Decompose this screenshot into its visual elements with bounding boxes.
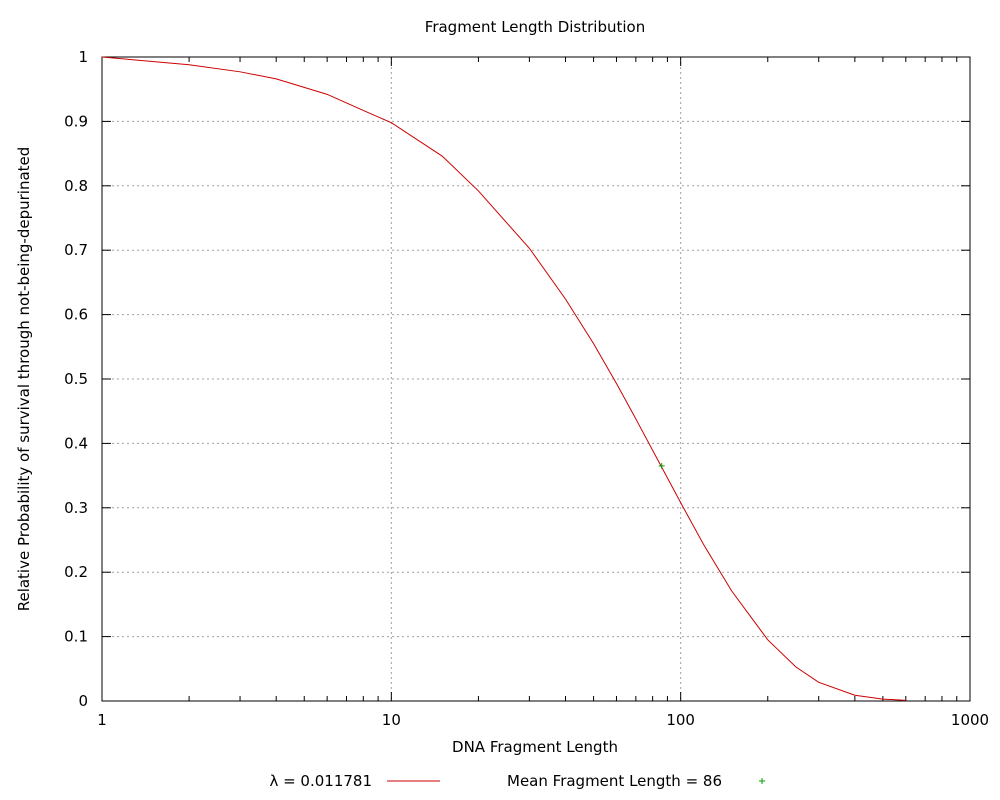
- y-tick-label: 0.8: [64, 177, 88, 195]
- y-tick-label: 0.9: [64, 112, 88, 130]
- legend-entry-lambda: λ = 0.011781: [269, 772, 372, 790]
- y-tick-label: 0.5: [64, 370, 88, 388]
- grid: [102, 57, 970, 701]
- legend-swatch-mean-fragment-length: [759, 778, 765, 784]
- x-tick-label: 10: [382, 711, 401, 729]
- legend-entry-mean-fragment-length: Mean Fragment Length = 86: [507, 772, 722, 790]
- x-tick-label: 100: [666, 711, 695, 729]
- chart-title: Fragment Length Distribution: [425, 18, 645, 36]
- y-tick-label: 0.4: [64, 434, 88, 452]
- y-tick-label: 0.6: [64, 306, 88, 324]
- y-tick-label: 0.2: [64, 563, 88, 581]
- x-tick-label: 1: [97, 711, 107, 729]
- mean-fragment-length-point: [658, 462, 665, 469]
- y-axis-label: Relative Probability of survival through…: [15, 147, 33, 612]
- y-tick-label: 0.7: [64, 241, 88, 259]
- y-tick-label: 0.1: [64, 628, 88, 646]
- x-axis-label: DNA Fragment Length: [452, 738, 618, 756]
- series-layer: [101, 56, 906, 701]
- legend: λ = 0.011781 Mean Fragment Length = 86: [269, 772, 765, 790]
- y-tick-label: 0: [78, 692, 88, 710]
- series-line-lambda: [101, 56, 906, 701]
- y-tick-label: 0.3: [64, 499, 88, 517]
- axis-ticks: 0 0.1 0.2 0.3 0.4 0.5 0.6 0.7 0.8 0.9 1 1 10 100 1000: [64, 48, 989, 729]
- x-tick-label: 1000: [951, 711, 989, 729]
- y-tick-label: 1: [78, 48, 88, 66]
